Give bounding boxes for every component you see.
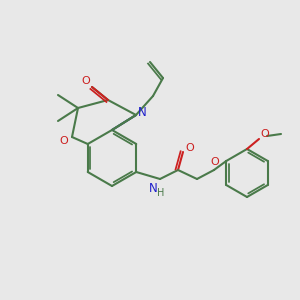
Text: N: N (138, 106, 146, 118)
Text: O: O (82, 76, 90, 86)
Text: O: O (261, 129, 269, 139)
Text: O: O (211, 157, 219, 167)
Text: O: O (186, 143, 194, 153)
Text: H: H (157, 188, 165, 198)
Text: N: N (148, 182, 158, 196)
Text: O: O (60, 136, 68, 146)
